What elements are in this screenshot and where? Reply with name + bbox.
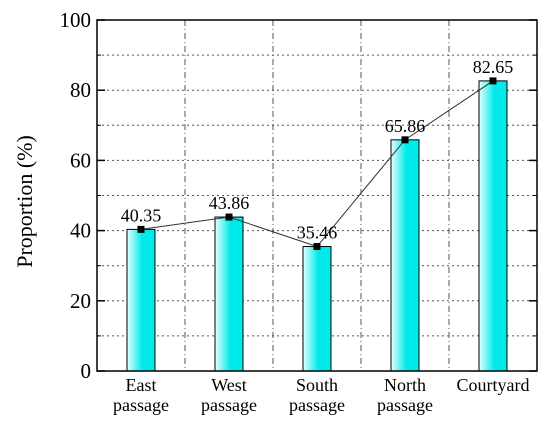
point-marker-0 <box>137 225 145 233</box>
point-marker-2 <box>313 243 321 251</box>
x-tick-label-line: East <box>126 375 157 395</box>
x-tick-label-2: South passage <box>289 375 345 415</box>
x-tick-label-line: passage <box>201 395 257 415</box>
x-tick-label-line: passage <box>289 395 345 415</box>
y-tick-label: 40 <box>70 219 91 243</box>
bar-4 <box>478 80 508 372</box>
point-marker-1 <box>225 213 233 221</box>
y-axis-title: Proportion (%) <box>12 135 37 268</box>
bar-1 <box>214 216 244 372</box>
bar-2 <box>302 246 332 372</box>
x-tick-label-1: West passage <box>201 375 257 415</box>
axes <box>96 19 538 372</box>
x-tick-label-line: South <box>296 375 338 395</box>
bar-0 <box>126 228 156 372</box>
data-label-0: 40.35 <box>121 205 162 225</box>
x-tick-label-line: Courtyard <box>457 375 530 395</box>
point-marker-4 <box>489 77 497 85</box>
y-tick-label: 0 <box>81 359 92 383</box>
data-label-1: 43.86 <box>209 193 250 213</box>
trend-line <box>137 77 497 251</box>
x-tick-label-0: East passage <box>113 375 169 415</box>
y-tick-label: 60 <box>70 148 91 172</box>
x-tick-label-line: passage <box>377 395 433 415</box>
data-label-4: 82.65 <box>473 57 514 77</box>
labels: 40.35 43.86 35.46 65.86 82.65 0 20 40 60 80 100 Eas… <box>60 8 530 415</box>
point-marker-3 <box>401 136 409 144</box>
x-tick-label-line: West <box>211 375 247 395</box>
y-tick-label: 80 <box>70 78 91 102</box>
y-tick-label: 100 <box>60 8 92 32</box>
bar-3 <box>390 139 420 372</box>
x-tick-label-4: Courtyard <box>457 375 530 395</box>
x-tick-label-3: North passage <box>377 375 433 415</box>
data-label-3: 65.86 <box>385 116 426 136</box>
y-tick-label: 20 <box>70 289 91 313</box>
x-tick-label-line: North <box>384 375 426 395</box>
x-tick-label-line: passage <box>113 395 169 415</box>
data-label-2: 35.46 <box>297 223 338 243</box>
